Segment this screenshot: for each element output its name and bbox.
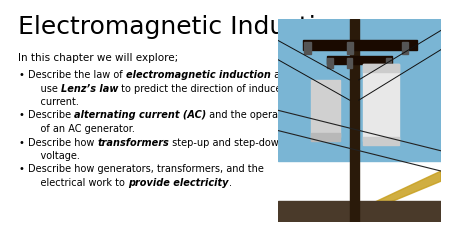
Bar	[278, 20, 441, 161]
Text: provide electricity: provide electricity	[128, 177, 229, 187]
Text: Electromagnetic Induction: Electromagnetic Induction	[18, 15, 347, 39]
Bar	[402, 42, 409, 54]
Bar	[327, 56, 392, 65]
Text: Lenz’s law: Lenz’s law	[61, 83, 118, 93]
Text: .: .	[229, 177, 231, 187]
Bar	[310, 81, 340, 137]
Bar	[302, 41, 417, 50]
Bar	[386, 58, 392, 69]
Bar	[346, 42, 353, 54]
Bar	[327, 58, 333, 69]
Bar	[363, 137, 399, 145]
Text: of an AC generator.: of an AC generator.	[28, 123, 135, 134]
Text: •: •	[18, 110, 24, 120]
Text: electrical work to: electrical work to	[28, 177, 128, 187]
Text: Describe how generators, transformers, and the: Describe how generators, transformers, a…	[28, 164, 264, 174]
Bar	[350, 20, 359, 222]
Text: use: use	[28, 83, 61, 93]
Text: step-up and step-down: step-up and step-down	[169, 137, 285, 147]
Text: and: and	[270, 70, 292, 80]
Text: Describe the law of: Describe the law of	[28, 70, 126, 80]
Bar	[278, 202, 441, 222]
Text: electromagnetic induction: electromagnetic induction	[126, 70, 270, 80]
Text: •: •	[18, 137, 24, 147]
Text: Describe how: Describe how	[28, 137, 98, 147]
Text: voltage.: voltage.	[28, 150, 80, 160]
Text: Describe: Describe	[28, 110, 74, 120]
Text: alternating current (AC): alternating current (AC)	[74, 110, 207, 120]
Text: current.: current.	[28, 97, 79, 107]
Polygon shape	[368, 171, 441, 212]
Bar	[363, 65, 399, 141]
Bar	[363, 65, 399, 73]
Text: •: •	[18, 164, 24, 174]
Text: transformers: transformers	[98, 137, 169, 147]
Text: In this chapter we will explore;: In this chapter we will explore;	[18, 53, 178, 63]
Text: to predict the direction of induced: to predict the direction of induced	[118, 83, 288, 93]
Text: •: •	[18, 70, 24, 80]
Text: and the operation: and the operation	[207, 110, 297, 120]
Bar	[304, 42, 310, 54]
Bar	[346, 58, 352, 69]
Bar	[310, 133, 340, 141]
